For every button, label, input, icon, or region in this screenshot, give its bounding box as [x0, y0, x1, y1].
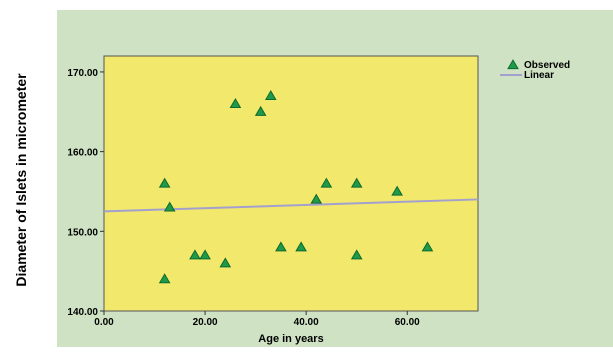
- legend-marker-observed: [507, 59, 519, 70]
- data-point-observed: [264, 89, 277, 100]
- y-axis-label: Diameter of Islets in micrometer: [13, 73, 29, 287]
- x-tick-label: 60.00: [395, 317, 420, 328]
- data-point-observed: [421, 241, 434, 252]
- data-point-observed: [158, 177, 171, 188]
- y-tick-label: 150.00: [67, 227, 98, 238]
- data-point-observed: [158, 273, 171, 284]
- data-point-observed: [219, 257, 232, 268]
- plot-area: [103, 55, 479, 312]
- data-point-observed: [229, 97, 242, 108]
- data-point-observed: [350, 249, 363, 260]
- data-point-observed: [189, 249, 201, 260]
- data-point-observed: [320, 177, 333, 188]
- y-axis: 140.00 150.00 160.00 170.00: [67, 68, 104, 318]
- legend-label-observed: Observed: [524, 60, 570, 71]
- series-layer: [103, 89, 479, 284]
- x-tick-label: 20.00: [193, 317, 218, 328]
- legend-label-linear: Linear: [524, 70, 554, 81]
- data-point-observed: [163, 201, 176, 212]
- data-point-observed: [310, 193, 323, 204]
- data-point-observed: [295, 241, 307, 252]
- x-axis-label: Age in years: [258, 333, 323, 345]
- data-point-observed: [254, 105, 267, 116]
- x-axis: 0.00 20.00 40.00 60.00: [94, 311, 420, 328]
- data-point-observed: [275, 241, 287, 252]
- x-tick-label: 40.00: [294, 317, 319, 328]
- data-point-observed: [391, 185, 403, 196]
- y-tick-label: 140.00: [67, 307, 98, 318]
- x-tick-label: 0.00: [94, 317, 114, 328]
- y-tick-label: 160.00: [67, 148, 98, 159]
- data-point-observed: [199, 249, 211, 260]
- data-point-observed: [350, 177, 363, 188]
- y-tick-label: 170.00: [67, 68, 98, 79]
